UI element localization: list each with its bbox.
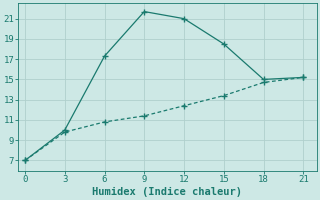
X-axis label: Humidex (Indice chaleur): Humidex (Indice chaleur) — [92, 186, 243, 197]
